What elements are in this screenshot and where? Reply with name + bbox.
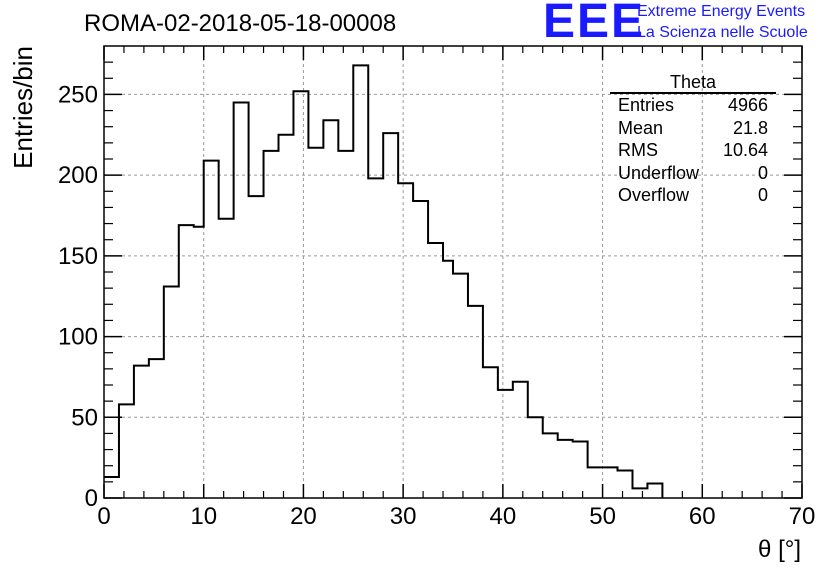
eee-logo: EEE bbox=[543, 0, 646, 48]
stats-row-rms: RMS 10.64 bbox=[610, 139, 776, 162]
x-tick-label: 20 bbox=[290, 503, 317, 530]
stats-row-mean: Mean 21.8 bbox=[610, 117, 776, 140]
logo-subtitle-line2: La Scienza nelle Scuole bbox=[637, 24, 808, 41]
x-tick-label: 50 bbox=[589, 503, 616, 530]
y-tick-label: 150 bbox=[58, 243, 98, 270]
y-tick-label: 50 bbox=[71, 404, 98, 431]
stats-label: Underflow bbox=[618, 162, 700, 183]
axis-ticks bbox=[103, 46, 803, 499]
histogram-line bbox=[104, 64, 664, 498]
x-axis-label: θ [°] bbox=[758, 536, 801, 563]
stats-row-underflow: Underflow 0 bbox=[610, 162, 776, 185]
logo-subtitle-line1: Extreme Energy Events bbox=[637, 3, 806, 20]
x-tick-label: 30 bbox=[390, 503, 417, 530]
x-tick-label: 40 bbox=[490, 503, 517, 530]
tick-labels: 0 50 100 150 200 250 0 10 20 30 40 50 60 70 bbox=[58, 81, 815, 530]
stats-row-entries: Entries 4966 bbox=[610, 94, 776, 117]
y-axis-label: Entries/bin bbox=[8, 46, 38, 169]
stats-value: 0 bbox=[757, 185, 768, 205]
stats-label: Entries bbox=[618, 95, 675, 115]
y-tick-label: 100 bbox=[58, 324, 98, 351]
chart-title: ROMA-02-2018-05-18-00008 bbox=[84, 10, 397, 37]
stats-label: RMS bbox=[618, 140, 658, 160]
stats-value: 21.8 bbox=[732, 117, 768, 138]
stats-title: Theta bbox=[610, 72, 776, 94]
stats-row-overflow: Overflow 0 bbox=[610, 184, 776, 207]
grid-lines bbox=[104, 46, 802, 498]
x-tick-label: 0 bbox=[97, 503, 110, 530]
stats-value: 10.64 bbox=[722, 140, 768, 160]
y-tick-label: 200 bbox=[58, 162, 98, 189]
y-tick-label: 0 bbox=[85, 485, 98, 512]
stats-label: Mean bbox=[618, 117, 664, 138]
stats-box: Theta Entries 4966 Mean 21.8 RMS 10.64 U… bbox=[610, 72, 776, 207]
x-tick-label: 70 bbox=[789, 503, 816, 530]
x-tick-label: 60 bbox=[689, 503, 716, 530]
stats-value: 4966 bbox=[727, 95, 768, 115]
x-tick-label: 10 bbox=[190, 503, 217, 530]
y-tick-label: 250 bbox=[58, 81, 98, 108]
stats-label: Overflow bbox=[618, 185, 690, 205]
stats-value: 0 bbox=[757, 162, 768, 183]
